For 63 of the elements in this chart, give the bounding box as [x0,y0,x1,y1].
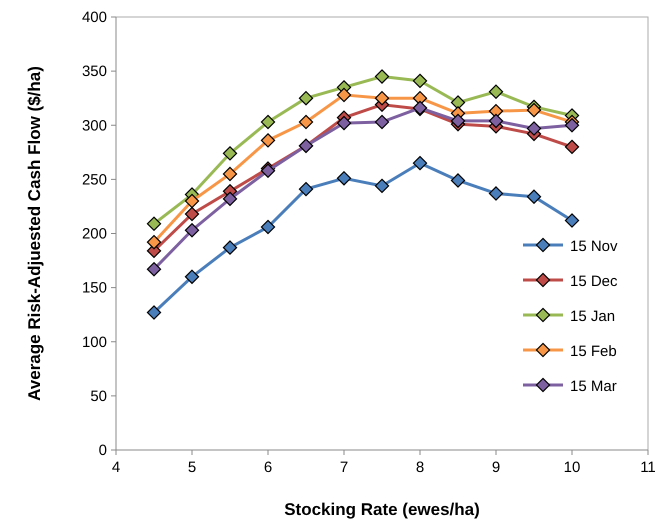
point [298,91,314,106]
point [564,140,580,154]
point [374,69,390,84]
legend-label: 15 Feb [570,343,617,360]
point [374,91,390,106]
legend-label: 15 Mar [570,378,617,395]
y-tick-label: 250 [82,171,107,188]
point [222,166,238,182]
point [412,156,428,170]
x-tick-label: 11 [640,459,656,476]
point [526,121,542,136]
point [184,270,200,284]
point [488,186,504,201]
point [526,190,542,204]
point [488,84,504,99]
point [374,178,390,194]
point [336,171,352,186]
point [146,262,162,276]
point [222,240,238,255]
point [184,223,200,238]
y-tick-label: 100 [82,334,107,351]
point [526,102,542,118]
point [564,118,580,132]
legend-label: 15 Jan [570,308,616,325]
point [146,235,162,250]
x-tick-label: 8 [416,459,424,476]
y-tick-label: 0 [98,442,107,459]
x-tick-label: 5 [188,459,196,476]
point [488,114,504,128]
point [374,114,390,130]
point [336,116,352,130]
point [184,206,200,222]
point [298,182,314,196]
point [260,114,276,130]
x-tick-label: 9 [492,459,500,476]
point [146,216,162,231]
point [564,213,580,228]
point [222,146,238,161]
point [146,305,162,320]
y-tick-label: 350 [82,63,107,80]
x-tick-label: 6 [264,459,272,476]
y-tick-label: 200 [82,226,107,242]
x-tick-label: 10 [564,459,580,476]
legend-label: 15 Nov [570,238,618,255]
x-axis-title: Stocking Rate (ewes/ha) [284,500,480,519]
point [412,74,428,88]
point [450,173,466,188]
y-tick-label: 150 [82,280,107,297]
y-axis-title: Average Risk-Adjuested Cash Flow ($/ha) [25,66,44,401]
y-tick-label: 50 [90,388,107,405]
point [450,114,466,128]
point [298,114,314,130]
x-tick-label: 4 [112,459,120,476]
point [450,95,466,110]
point [260,133,276,148]
y-tick-label: 400 [82,9,107,26]
point [184,194,200,208]
x-tick-label: 7 [340,459,348,476]
y-tick-label: 300 [82,117,107,134]
point [336,88,352,102]
point [222,192,238,206]
legend-label: 15 Dec [570,273,618,290]
point [260,220,276,234]
